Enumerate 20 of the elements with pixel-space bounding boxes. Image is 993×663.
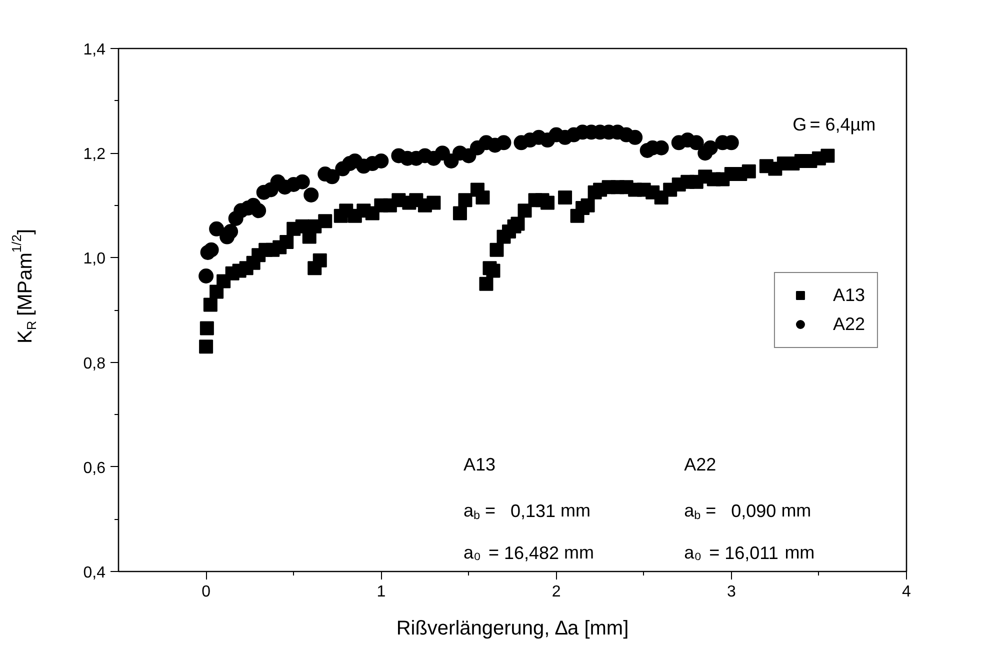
x-axis-title: Rißverlängerung, ∆a [mm]: [396, 618, 629, 640]
annotation: a₀ = 16,482 mm: [463, 542, 594, 564]
x-tick-label: 2: [552, 584, 561, 600]
annotation: A22: [684, 454, 716, 474]
annotation: a₀ = 16,011 mm: [684, 542, 815, 564]
legend-label: A22: [832, 314, 865, 334]
y-axis-title: KR [MPam1/2]: [9, 228, 39, 344]
y-tick-label: 0,8: [83, 355, 106, 372]
y-tick-label: 1,4: [83, 42, 106, 58]
x-tick-label: 0: [202, 584, 211, 600]
x-tick-label: 1: [376, 584, 386, 600]
y-tick-label: 1,0: [83, 250, 106, 268]
y-tick-label: 0,6: [83, 460, 106, 477]
x-tick-label: 3: [726, 584, 736, 600]
annotation: G = 6,4µm: [792, 114, 876, 134]
y-tick-label: 0,4: [83, 564, 106, 582]
legend-label: A13: [832, 284, 865, 306]
annotation: A13: [463, 454, 496, 474]
x-tick-label: 4: [902, 584, 912, 600]
y-tick-label: 1,2: [83, 146, 106, 164]
